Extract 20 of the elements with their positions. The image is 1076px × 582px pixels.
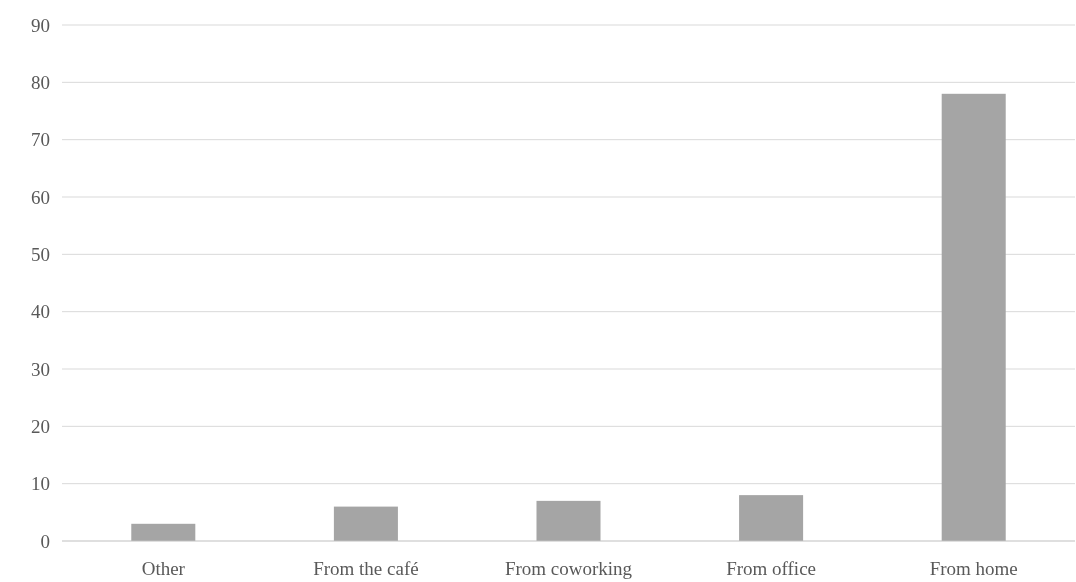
bar (131, 523, 196, 541)
y-tick-label: 50 (31, 243, 50, 265)
y-tick-label: 20 (31, 415, 50, 437)
y-tick-label: 90 (31, 14, 50, 36)
y-tick-label: 0 (40, 530, 50, 552)
y-tick-label: 30 (31, 358, 50, 380)
x-tick-label: From office (726, 558, 817, 579)
y-tick-label: 10 (31, 473, 50, 495)
bar (333, 506, 398, 541)
x-tick-label: Other (141, 558, 186, 579)
x-tick-label: From the café (313, 558, 419, 579)
bar (941, 93, 1006, 541)
x-tick-label: From home (929, 558, 1018, 579)
y-tick-label: 60 (31, 186, 50, 208)
bar (536, 500, 601, 541)
bar (739, 495, 804, 541)
y-tick-label: 40 (31, 301, 50, 323)
x-tick-label: From coworking (504, 558, 633, 579)
y-tick-label: 80 (31, 71, 50, 93)
y-tick-label: 70 (31, 129, 50, 151)
